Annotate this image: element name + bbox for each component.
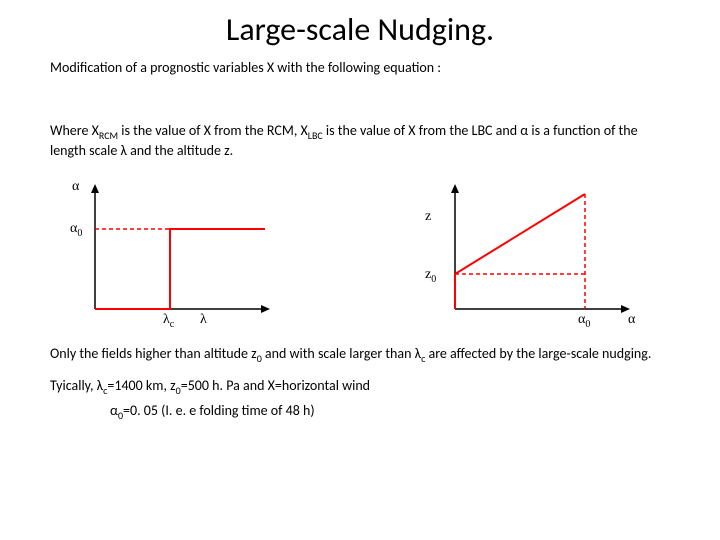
left-x-tick: λc xyxy=(163,312,174,330)
where-b: is the value of X from the RCM, X xyxy=(118,122,308,139)
left-x-label: λ xyxy=(200,312,207,328)
intro-text: Modification of a prognostic variables X… xyxy=(50,59,670,76)
only-text: Only the fields higher than altitude z0 … xyxy=(50,345,670,365)
typical-a: Tyically, λ xyxy=(50,377,103,394)
left-chart-svg xyxy=(70,179,290,329)
where-text: Where XRCM is the value of X from the RC… xyxy=(50,122,670,159)
only-c: are affected by the large-scale nudging. xyxy=(425,345,651,362)
y-arrow xyxy=(91,184,99,193)
left-y-label: α xyxy=(72,179,79,195)
charts-container: α α0 λc λ z z0 α0 α xyxy=(50,179,670,329)
right-x-tick-sub: 0 xyxy=(585,319,590,330)
left-y-tick: α0 xyxy=(70,221,82,239)
sub-lbc: LBC xyxy=(308,129,323,142)
typical-c: =500 h. Pa and X=horizontal wind xyxy=(181,377,370,394)
left-x-tick-text: λ xyxy=(163,312,170,327)
right-y-tick-sub: 0 xyxy=(431,274,436,285)
typical-b: =1400 km, z xyxy=(107,377,175,394)
left-y-tick-sub: 0 xyxy=(77,228,82,239)
typical2-a: α xyxy=(110,402,118,419)
left-chart: α α0 λc λ xyxy=(70,179,290,329)
left-x-tick-sub: c xyxy=(170,319,174,330)
right-chart-svg xyxy=(430,179,650,329)
right-y-label: z xyxy=(425,209,431,225)
sub-rcm: RCM xyxy=(99,129,118,142)
right-curve xyxy=(455,194,585,309)
left-curve xyxy=(95,229,265,309)
equation-space xyxy=(50,82,670,122)
typical2-b: =0. 05 (I. e. e folding time of 48 h) xyxy=(123,402,315,419)
typical2-text: α0=0. 05 (I. e. e folding time of 48 h) xyxy=(50,402,670,422)
right-y-tick: z0 xyxy=(425,267,436,285)
only-b: and with scale larger than λ xyxy=(262,345,421,362)
page-title: Large-scale Nudging. xyxy=(50,10,670,49)
right-chart: z z0 α0 α xyxy=(430,179,650,329)
right-x-tick: α0 xyxy=(578,312,590,330)
where-a: Where X xyxy=(50,122,99,139)
right-x-label: α xyxy=(628,312,635,328)
typical-text: Tyically, λc=1400 km, z0=500 h. Pa and X… xyxy=(50,377,670,397)
y-arrow-r xyxy=(451,184,459,193)
only-a: Only the fields higher than altitude z xyxy=(50,345,257,362)
x-arrow xyxy=(261,305,270,313)
